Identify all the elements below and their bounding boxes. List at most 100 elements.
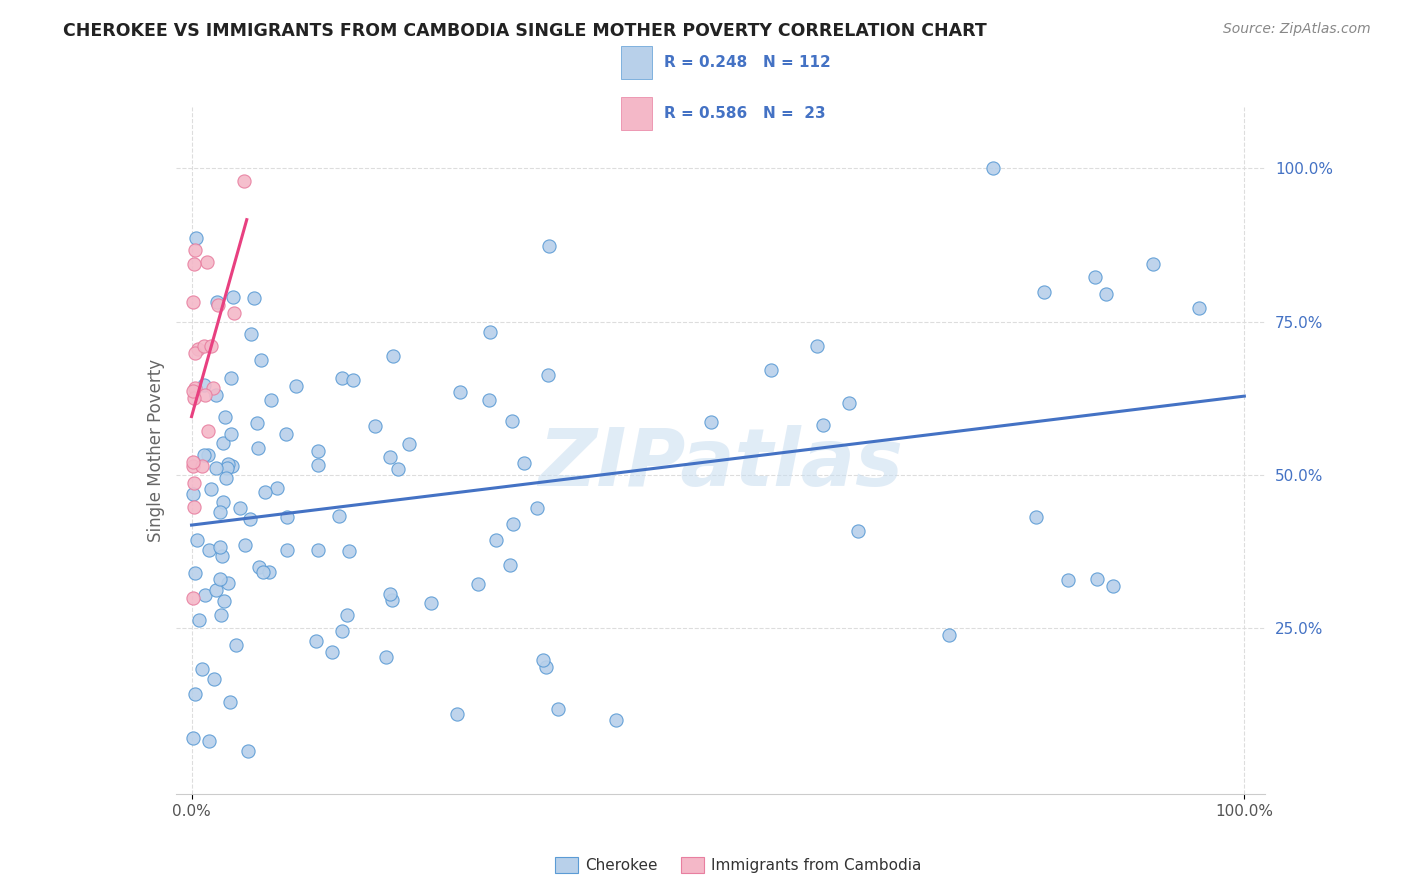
Point bbox=[197, 448, 219, 462]
Point bbox=[208, 572, 231, 586]
Point bbox=[501, 413, 523, 427]
Point bbox=[193, 448, 215, 462]
Point bbox=[307, 543, 329, 558]
Point bbox=[1033, 285, 1056, 299]
Point bbox=[214, 409, 236, 424]
Point bbox=[184, 231, 207, 245]
Point bbox=[537, 368, 560, 382]
Point bbox=[201, 381, 224, 395]
Point bbox=[221, 458, 243, 473]
Y-axis label: Single Mother Poverty: Single Mother Poverty bbox=[146, 359, 165, 542]
Point bbox=[209, 540, 232, 554]
Point bbox=[184, 687, 207, 701]
Point bbox=[274, 427, 297, 442]
Point bbox=[207, 298, 229, 312]
Point bbox=[382, 349, 405, 363]
Point bbox=[305, 633, 328, 648]
Text: CHEROKEE VS IMMIGRANTS FROM CAMBODIA SINGLE MOTHER POVERTY CORRELATION CHART: CHEROKEE VS IMMIGRANTS FROM CAMBODIA SIN… bbox=[63, 22, 987, 40]
Point bbox=[183, 500, 205, 514]
Point bbox=[204, 672, 226, 686]
Point bbox=[398, 437, 420, 451]
Point bbox=[222, 306, 245, 320]
Point bbox=[181, 731, 204, 745]
Point bbox=[981, 161, 1004, 176]
Point bbox=[1095, 286, 1118, 301]
Point bbox=[243, 291, 266, 305]
Point bbox=[194, 388, 217, 402]
Point bbox=[193, 339, 215, 353]
Point bbox=[215, 461, 238, 475]
Point bbox=[205, 295, 228, 310]
Point bbox=[194, 588, 217, 602]
Point bbox=[307, 458, 329, 472]
Point bbox=[197, 734, 219, 748]
Point bbox=[197, 254, 219, 268]
Point bbox=[380, 587, 402, 601]
Point bbox=[499, 558, 522, 573]
Point bbox=[1025, 510, 1047, 524]
Point bbox=[1085, 573, 1108, 587]
Point bbox=[245, 417, 267, 431]
Point bbox=[485, 533, 508, 548]
Point bbox=[222, 289, 245, 303]
Point bbox=[219, 426, 242, 441]
Point bbox=[330, 624, 353, 639]
Point bbox=[513, 457, 536, 471]
Point bbox=[321, 645, 343, 659]
Point bbox=[239, 512, 262, 526]
Point bbox=[378, 450, 401, 464]
Point bbox=[266, 481, 288, 495]
FancyBboxPatch shape bbox=[621, 97, 652, 130]
Point bbox=[204, 583, 226, 598]
Point bbox=[209, 607, 232, 622]
Point bbox=[208, 505, 231, 519]
Legend: Cherokee, Immigrants from Cambodia: Cherokee, Immigrants from Cambodia bbox=[548, 851, 928, 880]
Point bbox=[478, 392, 501, 407]
Point bbox=[502, 516, 524, 531]
Point bbox=[806, 339, 828, 353]
Point bbox=[330, 371, 353, 385]
Text: ZIPatlas: ZIPatlas bbox=[538, 425, 903, 503]
Point bbox=[1056, 573, 1078, 587]
Point bbox=[247, 441, 270, 455]
Point bbox=[183, 244, 205, 258]
Point bbox=[605, 713, 627, 727]
Point bbox=[307, 444, 329, 458]
Point bbox=[193, 378, 215, 392]
Point bbox=[387, 462, 409, 476]
Point bbox=[181, 295, 204, 310]
Point bbox=[700, 415, 723, 429]
Point bbox=[342, 373, 364, 387]
Point bbox=[205, 461, 228, 475]
Point bbox=[187, 342, 209, 356]
Point bbox=[188, 613, 211, 627]
Point bbox=[183, 257, 205, 271]
Point bbox=[260, 393, 283, 408]
Point bbox=[219, 370, 242, 384]
Point bbox=[212, 495, 235, 509]
Point bbox=[1142, 257, 1164, 271]
Point bbox=[181, 455, 204, 469]
FancyBboxPatch shape bbox=[621, 46, 652, 78]
Point bbox=[838, 396, 860, 410]
Point bbox=[257, 565, 280, 579]
Point bbox=[217, 458, 239, 472]
Point bbox=[337, 544, 360, 558]
Point bbox=[336, 607, 359, 622]
Point bbox=[212, 594, 235, 608]
Point bbox=[184, 381, 207, 395]
Point bbox=[1083, 270, 1105, 285]
Point bbox=[526, 501, 548, 516]
Point bbox=[191, 458, 214, 473]
Point bbox=[212, 436, 235, 450]
Point bbox=[285, 379, 308, 393]
Point bbox=[233, 173, 256, 188]
Point bbox=[938, 628, 960, 642]
Point bbox=[759, 363, 782, 377]
Point bbox=[240, 326, 263, 341]
Point bbox=[478, 325, 501, 339]
Point bbox=[364, 419, 387, 434]
Point bbox=[1101, 579, 1123, 593]
Point bbox=[374, 650, 396, 665]
Point bbox=[547, 702, 569, 716]
